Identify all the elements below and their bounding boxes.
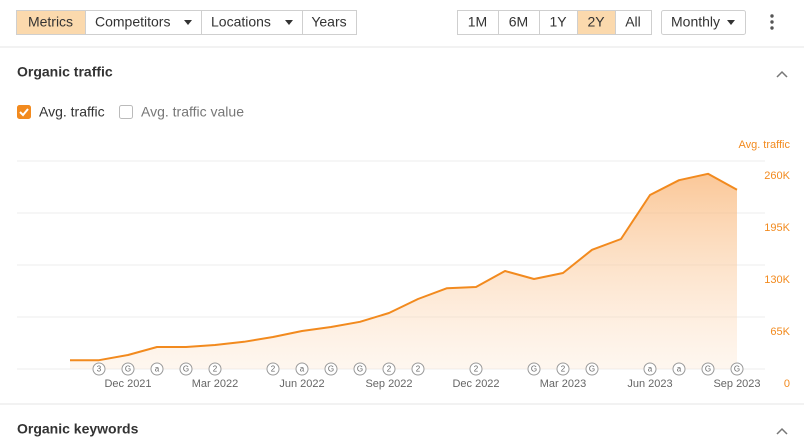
- x-tick-label: Sep 2022: [365, 378, 412, 390]
- range-label: 1M: [468, 14, 487, 30]
- annotation-label: G: [705, 365, 711, 374]
- tab-button[interactable]: [85, 10, 202, 35]
- x-tick-label: Jun 2023: [627, 378, 672, 390]
- y-tick-label: 195K: [764, 222, 790, 234]
- annotation-label: G: [734, 365, 740, 374]
- checkbox[interactable]: [17, 105, 31, 119]
- annotation-marker[interactable]: [353, 362, 367, 376]
- dropdown-caret: [727, 20, 735, 25]
- tab-button[interactable]: [302, 10, 357, 35]
- interval-dropdown[interactable]: [661, 10, 746, 35]
- annotation-label: G: [328, 365, 334, 374]
- annotation-label: G: [531, 365, 537, 374]
- annotation-label: a: [677, 365, 682, 374]
- range-label: 2Y: [587, 14, 605, 30]
- collapse-chevron[interactable]: [776, 427, 788, 435]
- tab-label: Years: [311, 14, 346, 30]
- section-title: Organic traffic: [17, 64, 113, 80]
- annotation-marker[interactable]: [208, 362, 222, 376]
- collapse-chevron[interactable]: [776, 70, 788, 78]
- annotation-label: 2: [213, 365, 218, 374]
- annotation-label: 3: [97, 365, 102, 374]
- tab-label: Metrics: [28, 14, 73, 30]
- traffic-line: [70, 172, 738, 362]
- y-axis-title: Avg. traffic: [738, 139, 790, 151]
- checkbox-label: Avg. traffic value: [141, 104, 244, 120]
- annotation-marker[interactable]: [527, 362, 541, 376]
- annotation-marker[interactable]: [585, 362, 599, 376]
- annotation-label: G: [183, 365, 189, 374]
- section-title: Organic keywords: [17, 421, 139, 437]
- x-tick-label: Mar 2023: [540, 378, 586, 390]
- y-tick-label: 0: [784, 378, 790, 390]
- x-tick-label: Dec 2022: [452, 378, 499, 390]
- annotation-label: 2: [474, 365, 479, 374]
- annotation-marker[interactable]: [295, 362, 309, 376]
- annotation-label: G: [357, 365, 363, 374]
- interval-label: Monthly: [671, 14, 720, 30]
- annotation-marker[interactable]: [150, 362, 164, 376]
- annotation-label: a: [648, 365, 653, 374]
- tab-button[interactable]: [201, 10, 303, 35]
- x-tick-label: Mar 2022: [192, 378, 238, 390]
- menu-dot[interactable]: [770, 14, 774, 18]
- annotation-label: 2: [271, 365, 276, 374]
- y-tick-label: 260K: [764, 170, 790, 182]
- annotation-label: a: [155, 365, 160, 374]
- dropdown-caret: [285, 20, 293, 25]
- tab-label: Competitors: [95, 14, 170, 30]
- annotation-marker[interactable]: [179, 362, 193, 376]
- x-tick-label: Jun 2022: [279, 378, 324, 390]
- annotation-marker[interactable]: [324, 362, 338, 376]
- range-label: 6M: [509, 14, 528, 30]
- x-tick-label: Dec 2021: [104, 378, 151, 390]
- annotation-marker[interactable]: [643, 362, 657, 376]
- annotation-marker[interactable]: [469, 362, 483, 376]
- annotation-marker[interactable]: [701, 362, 715, 376]
- check-mark: [19, 108, 29, 117]
- range-button[interactable]: [498, 10, 540, 35]
- annotation-marker[interactable]: [730, 362, 744, 376]
- checkbox[interactable]: [119, 105, 133, 119]
- range-label: All: [625, 14, 641, 30]
- annotation-marker[interactable]: [121, 362, 135, 376]
- annotation-label: 2: [387, 365, 392, 374]
- annotation-marker[interactable]: [411, 362, 425, 376]
- annotation-marker[interactable]: [92, 362, 106, 376]
- annotation-marker[interactable]: [672, 362, 686, 376]
- y-tick-label: 130K: [764, 274, 790, 286]
- annotation-label: a: [300, 365, 305, 374]
- annotation-label: 2: [416, 365, 421, 374]
- tab-label: Locations: [211, 14, 271, 30]
- traffic-area: [70, 173, 737, 369]
- annotation-label: G: [125, 365, 131, 374]
- x-tick-label: Sep 2023: [713, 378, 760, 390]
- annotation-marker[interactable]: [266, 362, 280, 376]
- range-label: 1Y: [549, 14, 567, 30]
- annotation-label: 2: [561, 365, 566, 374]
- y-tick-label: 65K: [770, 326, 790, 338]
- annotation-label: G: [589, 365, 595, 374]
- menu-dot[interactable]: [770, 20, 774, 24]
- range-button[interactable]: [615, 10, 652, 35]
- checkbox-label: Avg. traffic: [39, 104, 105, 120]
- annotation-marker[interactable]: [382, 362, 396, 376]
- annotation-marker[interactable]: [556, 362, 570, 376]
- dropdown-caret: [184, 20, 192, 25]
- menu-dot[interactable]: [770, 26, 774, 30]
